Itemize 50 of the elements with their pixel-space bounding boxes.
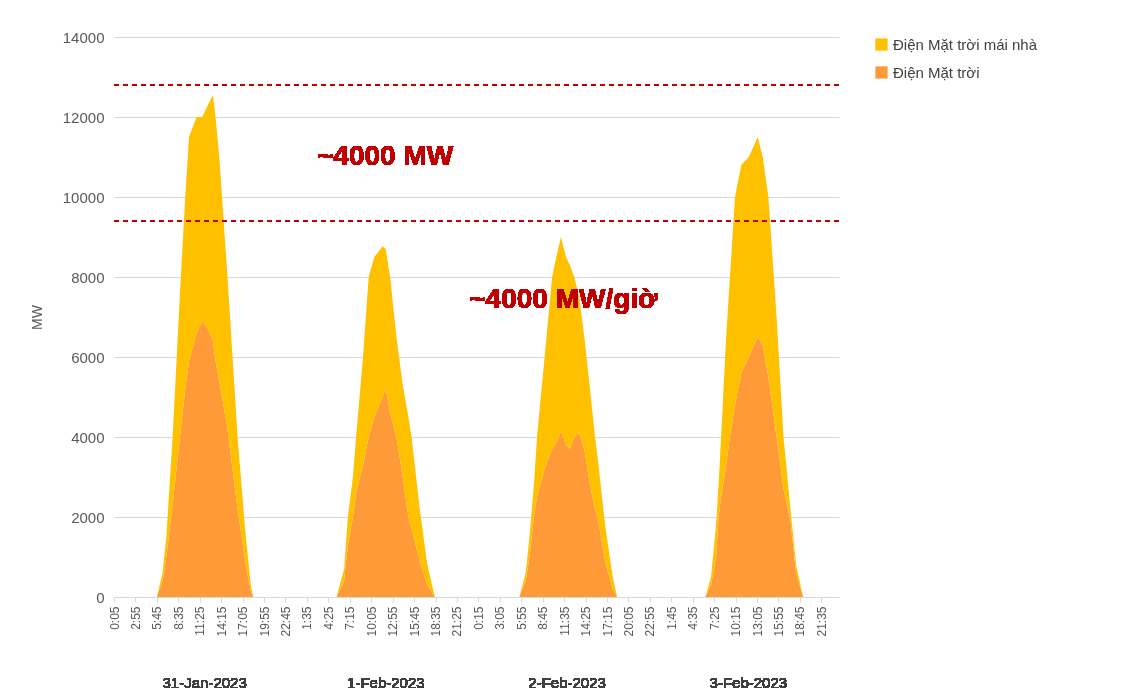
annotation: ~4000 MW	[317, 140, 454, 172]
x-tick-label: 17:05	[236, 606, 251, 637]
x-tick-label: 18:35	[429, 606, 444, 637]
legend-label: Điện Mặt trời mái nhà	[893, 35, 1038, 53]
x-tick-label: 15:55	[771, 606, 786, 637]
y-tick-label: 4000	[71, 428, 105, 446]
x-tick-label: 15:45	[407, 606, 422, 637]
x-tick-label: 4:25	[321, 606, 336, 630]
x-tick-label: 4:35	[686, 606, 701, 630]
x-tick-label: 14:15	[214, 606, 229, 637]
x-tick-label: 11:35	[557, 606, 572, 636]
x-tick-label: 12:55	[386, 606, 401, 637]
x-tick-label: 21:25	[450, 606, 465, 637]
x-tick-label: 18:45	[793, 606, 808, 637]
y-tick-label: 8000	[71, 268, 105, 286]
x-tick-label: 0:15	[471, 606, 486, 630]
x-tick-label: 10:15	[729, 606, 744, 637]
x-tick-label: 22:55	[643, 606, 658, 637]
x-tick-label: 1:35	[300, 606, 315, 630]
x-tick-label: 19:55	[257, 606, 272, 637]
x-tick-label: 7:15	[343, 606, 358, 630]
y-axis-title: MW	[28, 304, 45, 330]
legend-label: Điện Mặt trời	[893, 63, 980, 81]
x-tick-label: 3:05	[493, 606, 508, 630]
y-tick-label: 0	[96, 588, 105, 606]
text: 2-Feb-2023	[528, 674, 606, 691]
x-tick-label: 14:25	[579, 606, 594, 637]
x-tick-label: 21:35	[814, 606, 829, 637]
y-tick-label: 14000	[62, 28, 105, 46]
x-tick-label: 13:05	[750, 606, 765, 637]
x-tick-label: 1:45	[664, 606, 679, 630]
x-tick-label: 5:55	[514, 606, 529, 630]
x-tick-label: 10:05	[364, 606, 379, 637]
x-tick-label: 8:45	[536, 606, 551, 630]
text: 31-Jan-2023	[162, 674, 247, 691]
y-tick-label: 10000	[62, 188, 105, 206]
y-tick-label: 2000	[71, 508, 105, 526]
x-tick-label: 0:05	[107, 606, 122, 630]
x-tick-label: 20:05	[621, 606, 636, 637]
x-tick-label: 8:35	[171, 606, 186, 630]
text: 3-Feb-2023	[709, 674, 788, 691]
x-tick-label: 2:55	[128, 606, 143, 630]
text: 1-Feb-2023	[347, 674, 425, 691]
y-tick-label: 6000	[71, 348, 105, 366]
x-tick-label: 17:15	[600, 606, 615, 637]
x-tick-label: 22:45	[278, 606, 293, 637]
y-tick-label: 12000	[62, 108, 105, 126]
x-tick-label: 7:25	[707, 606, 722, 630]
x-tick-label: 11:25	[193, 606, 208, 636]
x-tick-label: 5:45	[150, 606, 165, 630]
